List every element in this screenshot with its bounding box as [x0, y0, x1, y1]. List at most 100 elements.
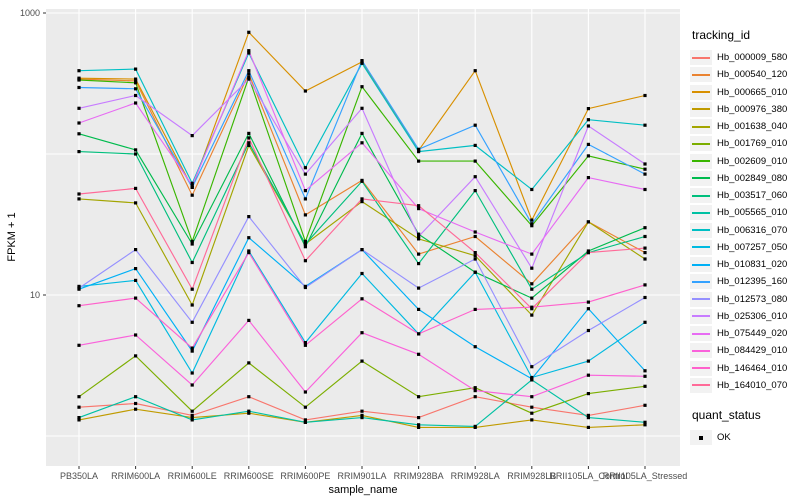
data-point-marker: [473, 424, 477, 428]
data-point-marker: [134, 77, 138, 81]
data-point-marker: [586, 154, 590, 158]
data-point-marker: [417, 262, 421, 266]
legend-item: Hb_003517_060: [690, 187, 798, 204]
data-point-marker: [417, 147, 421, 151]
data-point-marker: [417, 395, 421, 399]
legend-item-label: Hb_012395_160: [717, 276, 788, 288]
data-point-marker: [247, 75, 251, 79]
legend-line-icon: [692, 246, 710, 249]
data-point-marker: [473, 389, 477, 393]
data-point-marker: [77, 76, 81, 80]
x-axis-title: sample_name: [328, 484, 397, 496]
data-point-marker: [247, 411, 251, 415]
data-point-marker: [530, 282, 534, 286]
x-tick-label: PB350LA: [60, 471, 98, 481]
data-point-marker: [530, 377, 534, 381]
legend-item: Hb_000009_580: [690, 49, 798, 66]
data-point-marker: [360, 413, 364, 417]
data-point-marker: [360, 59, 364, 63]
data-point-marker: [303, 172, 307, 176]
data-point-marker: [643, 167, 647, 171]
data-point-marker: [473, 307, 477, 311]
data-point-marker: [530, 252, 534, 256]
data-point-marker: [134, 79, 138, 83]
data-point-marker: [134, 152, 138, 156]
data-point-marker: [417, 159, 421, 163]
x-tick-label: RRIM928LB: [507, 471, 556, 481]
data-point-marker: [417, 207, 421, 211]
data-point-marker: [134, 354, 138, 358]
legend-item-label: Hb_025306_010: [717, 310, 788, 322]
data-point-marker: [303, 418, 307, 422]
legend-color-key: [690, 377, 712, 393]
data-point-marker: [190, 260, 194, 265]
data-point-marker: [77, 85, 81, 90]
data-point-marker: [530, 266, 534, 270]
data-point-marker: [586, 392, 590, 396]
data-point-marker: [303, 245, 307, 249]
legend-item: Hb_164010_070: [690, 377, 798, 394]
data-point-marker: [247, 236, 251, 240]
data-point-marker: [417, 352, 421, 356]
data-point-marker: [247, 409, 251, 413]
data-point-marker: [417, 234, 421, 239]
x-tick-label: RRIM600PE: [280, 471, 330, 481]
legend-item: Hb_000665_010: [690, 84, 798, 101]
data-point-marker: [643, 295, 647, 300]
data-point-marker: [417, 425, 421, 429]
data-point-marker: [360, 271, 364, 276]
legend-item: Hb_010831_020: [690, 256, 798, 273]
data-point-marker: [190, 181, 194, 185]
data-point-marker: [643, 172, 647, 176]
legend-line-icon: [692, 194, 710, 197]
data-point-marker: [134, 333, 138, 337]
y-tick-label: 10: [30, 290, 40, 300]
data-point-marker: [77, 284, 81, 288]
legend-item-label: Hb_000976_380: [717, 103, 788, 115]
legend-line-icon: [692, 280, 710, 283]
legend-color-key: [690, 84, 712, 100]
data-point-marker: [586, 359, 590, 363]
data-point-marker: [530, 218, 534, 222]
data-point-marker: [134, 267, 138, 271]
legend-item-label: Hb_003517_060: [717, 190, 788, 202]
data-point-marker: [303, 405, 307, 409]
data-point-marker: [360, 141, 364, 145]
data-point-marker: [134, 67, 138, 71]
legend-line-icon: [692, 367, 710, 370]
data-point-marker: [643, 423, 647, 427]
data-point-marker: [643, 320, 647, 324]
data-point-marker: [643, 403, 647, 407]
legend-line-icon: [692, 298, 710, 301]
legend-line-icon: [692, 91, 710, 94]
legend-item: Hb_002849_080: [690, 170, 798, 187]
data-point-marker: [247, 143, 251, 147]
data-point-marker: [247, 131, 251, 135]
data-point-marker: [360, 197, 364, 201]
data-point-marker: [190, 371, 194, 375]
legend-item-label: Hb_002849_080: [717, 172, 788, 184]
ok-square-key: [690, 430, 712, 445]
data-point-marker: [303, 89, 307, 93]
data-point-marker: [190, 239, 194, 243]
legend-item-label: Hb_000009_580: [717, 52, 788, 64]
legend-color-key: [690, 50, 712, 66]
y-tick-label: 1000: [20, 8, 40, 18]
data-point-marker: [360, 409, 364, 413]
data-point-marker: [77, 286, 81, 290]
legend-item-label: Hb_164010_070: [717, 379, 788, 391]
data-point-marker: [190, 416, 194, 420]
data-point-marker: [247, 251, 251, 255]
legend-item-label: Hb_010831_020: [717, 259, 788, 271]
data-point-marker: [417, 252, 421, 256]
legend-color-key: [690, 308, 712, 324]
legend-title-quant-status: quant_status: [692, 408, 761, 422]
data-point-marker: [77, 197, 81, 201]
data-point-marker: [134, 248, 138, 252]
data-point-marker: [190, 409, 194, 413]
data-point-marker: [586, 118, 590, 122]
data-point-marker: [643, 246, 647, 250]
data-point-marker: [77, 418, 81, 422]
legend-line-icon: [692, 229, 710, 232]
